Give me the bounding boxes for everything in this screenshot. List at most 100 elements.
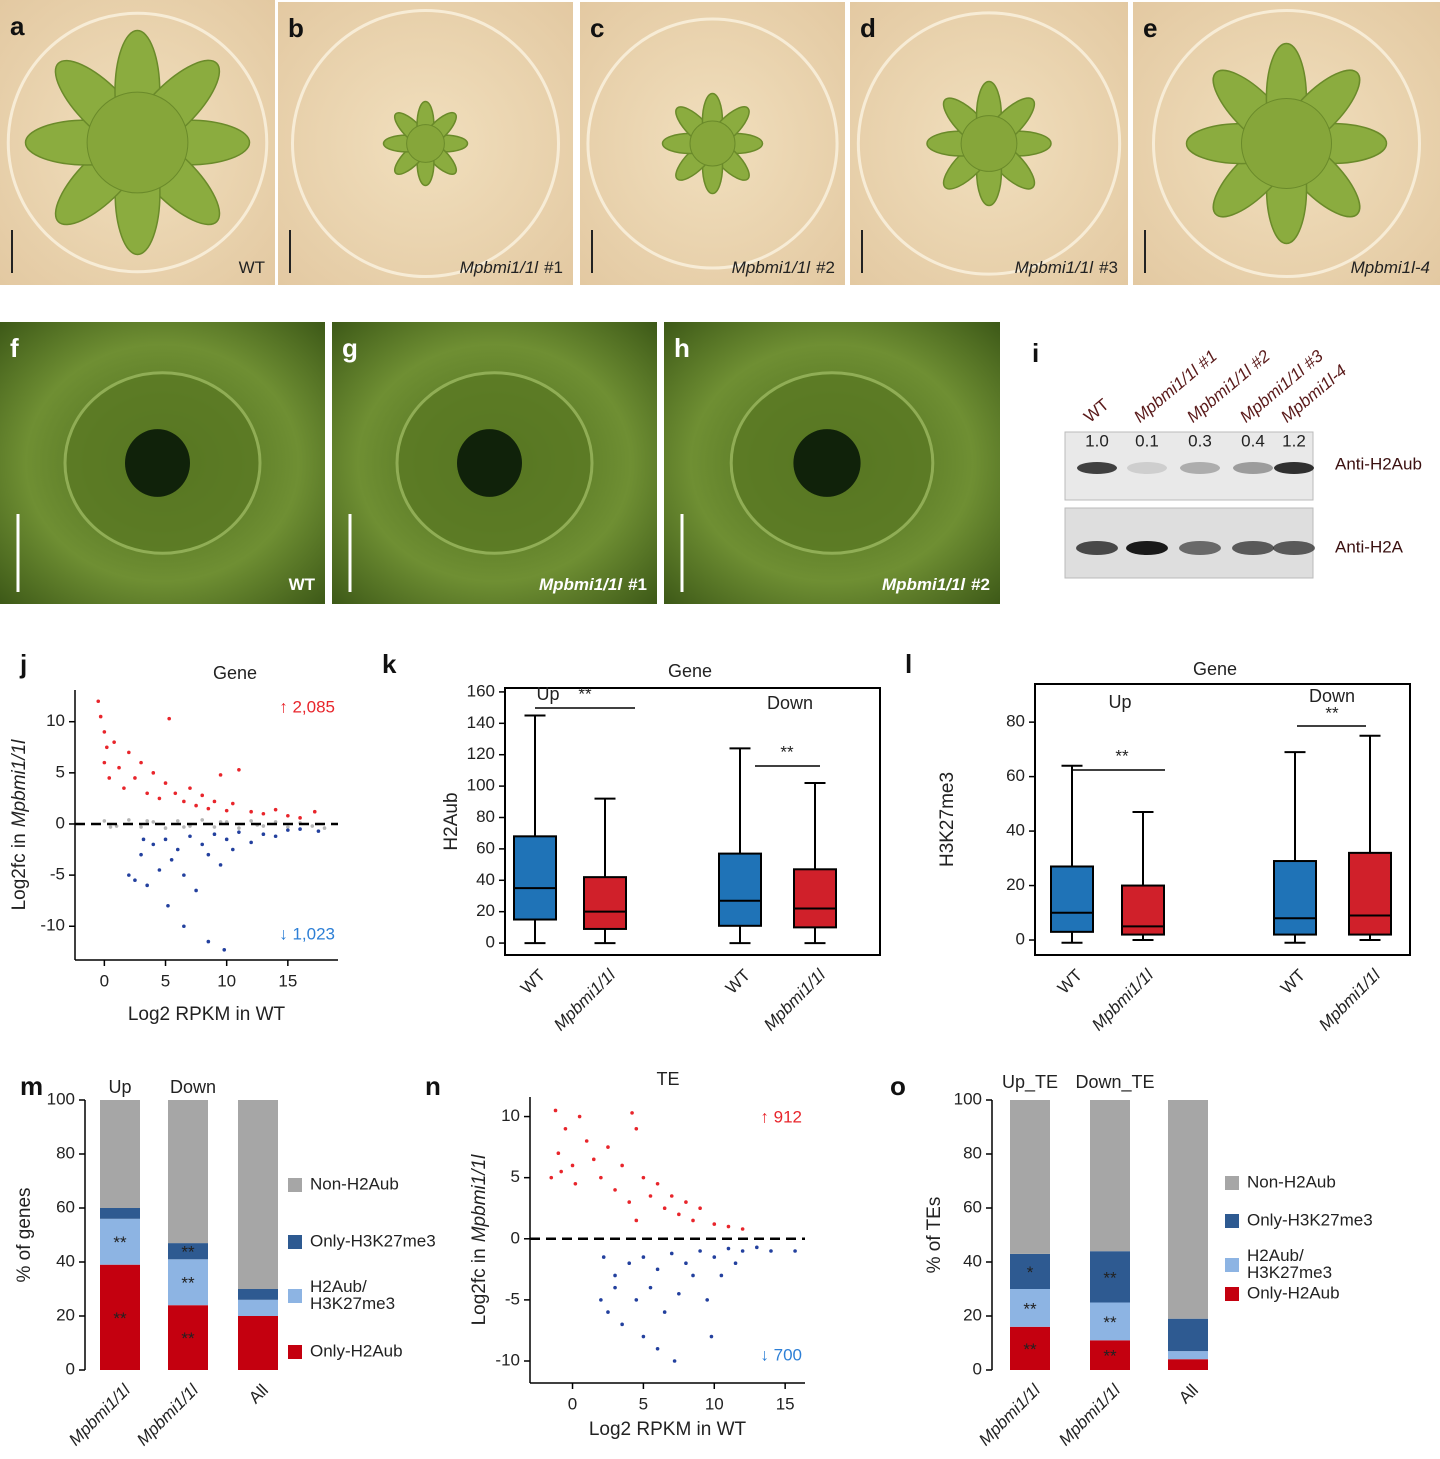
point bbox=[641, 1255, 646, 1259]
panel-letter: k bbox=[382, 649, 397, 679]
point bbox=[655, 1181, 660, 1186]
photo-label-part: Mpbmi1/1l bbox=[1015, 258, 1095, 277]
box bbox=[718, 852, 762, 927]
x-tick-label: All bbox=[1175, 1381, 1202, 1408]
thallus-center bbox=[406, 124, 445, 163]
x-tick-label: All bbox=[245, 1381, 272, 1408]
point bbox=[237, 767, 241, 772]
point bbox=[563, 1126, 568, 1131]
point bbox=[620, 1163, 624, 1168]
y-tick-label: -5 bbox=[505, 1289, 520, 1308]
point bbox=[200, 842, 205, 847]
point bbox=[559, 1169, 563, 1174]
legend-label: H2Aub/H3K27me3 bbox=[1247, 1246, 1332, 1282]
point bbox=[167, 716, 171, 721]
box bbox=[1050, 865, 1094, 933]
y-axis-label-part: Log2fc in bbox=[9, 833, 30, 910]
antibody-label: Anti-H2A bbox=[1335, 537, 1404, 556]
point bbox=[212, 799, 217, 804]
point bbox=[151, 771, 156, 775]
point bbox=[117, 765, 121, 770]
legend-swatch bbox=[1225, 1214, 1239, 1228]
photo-label-part: Mpbmi1/1l bbox=[882, 575, 966, 594]
point bbox=[648, 1285, 653, 1290]
point bbox=[133, 878, 137, 883]
point bbox=[98, 714, 103, 719]
band bbox=[1127, 462, 1167, 474]
point bbox=[145, 883, 149, 888]
x-tick-label: 10 bbox=[705, 1394, 724, 1413]
point bbox=[182, 924, 186, 929]
thallus-center bbox=[689, 120, 736, 167]
photo-label: Mpbmi1l-4 bbox=[1351, 258, 1430, 277]
bar-segment bbox=[100, 1100, 140, 1208]
point bbox=[740, 1249, 745, 1253]
y-axis-label: % of TEs bbox=[924, 1197, 945, 1274]
point bbox=[127, 873, 131, 877]
photo-label: WT bbox=[239, 258, 265, 277]
point bbox=[163, 826, 168, 830]
y-tick-label: 60 bbox=[476, 838, 495, 857]
point bbox=[634, 1126, 639, 1131]
petri-dish bbox=[586, 17, 839, 270]
bar-segment bbox=[1090, 1340, 1130, 1370]
band bbox=[1076, 541, 1118, 555]
point bbox=[261, 811, 266, 816]
point bbox=[175, 847, 180, 852]
panel-letter: l bbox=[905, 649, 912, 679]
y-tick-label: 100 bbox=[47, 1089, 75, 1108]
point bbox=[740, 1227, 745, 1231]
y-tick-label: 80 bbox=[56, 1143, 75, 1162]
x-tick-label: 5 bbox=[639, 1394, 648, 1413]
bar-segment bbox=[238, 1316, 278, 1370]
significance: ** bbox=[181, 1329, 195, 1348]
panel-letter: j bbox=[19, 649, 27, 679]
y-tick-label: -10 bbox=[40, 916, 65, 935]
point bbox=[261, 824, 266, 828]
box bbox=[513, 835, 557, 921]
band bbox=[1077, 462, 1117, 474]
point bbox=[163, 781, 168, 785]
y-tick-label: 80 bbox=[1006, 712, 1025, 731]
point bbox=[173, 791, 178, 796]
legend-swatch bbox=[1225, 1176, 1239, 1190]
photo-panel: b Mpbmi1/1l #1 bbox=[278, 2, 573, 285]
band bbox=[1274, 462, 1314, 474]
plot-frame bbox=[504, 687, 881, 956]
y-axis-label-part: Mpbmi1/1l bbox=[9, 739, 30, 827]
x-tick-label: 5 bbox=[161, 971, 170, 990]
point bbox=[157, 868, 162, 872]
point bbox=[684, 1200, 688, 1204]
point bbox=[224, 808, 229, 813]
point bbox=[712, 1255, 717, 1259]
point bbox=[108, 825, 113, 829]
point bbox=[141, 837, 146, 842]
photo-label-part: Mpbmi1/1l bbox=[732, 258, 812, 277]
point bbox=[231, 847, 235, 852]
y-tick-label: 0 bbox=[511, 1228, 520, 1247]
point bbox=[591, 1157, 596, 1162]
legend-label: H2Aub/H3K27me3 bbox=[310, 1277, 395, 1313]
point bbox=[224, 837, 229, 842]
thallus-center bbox=[1241, 98, 1332, 189]
legend-label-line: H3K27me3 bbox=[1247, 1263, 1332, 1282]
significance: ** bbox=[181, 1274, 195, 1293]
y-axis-label-part: Log2fc in bbox=[469, 1248, 490, 1325]
point bbox=[102, 819, 107, 823]
petri-dish bbox=[1151, 8, 1422, 279]
panel-letter: f bbox=[10, 333, 19, 363]
point bbox=[200, 793, 205, 798]
photo-panel: g Mpbmi1/1l #1 bbox=[332, 322, 657, 604]
x-tick-label: 15 bbox=[278, 971, 297, 990]
band bbox=[1233, 462, 1273, 474]
point bbox=[298, 816, 302, 820]
chart-title: Gene bbox=[668, 661, 712, 681]
point bbox=[322, 826, 327, 830]
point bbox=[691, 1218, 695, 1223]
point bbox=[145, 819, 149, 823]
x-tick-label: 0 bbox=[568, 1394, 577, 1413]
y-tick-label: 20 bbox=[476, 901, 495, 920]
point bbox=[112, 740, 116, 744]
point bbox=[712, 1222, 717, 1226]
